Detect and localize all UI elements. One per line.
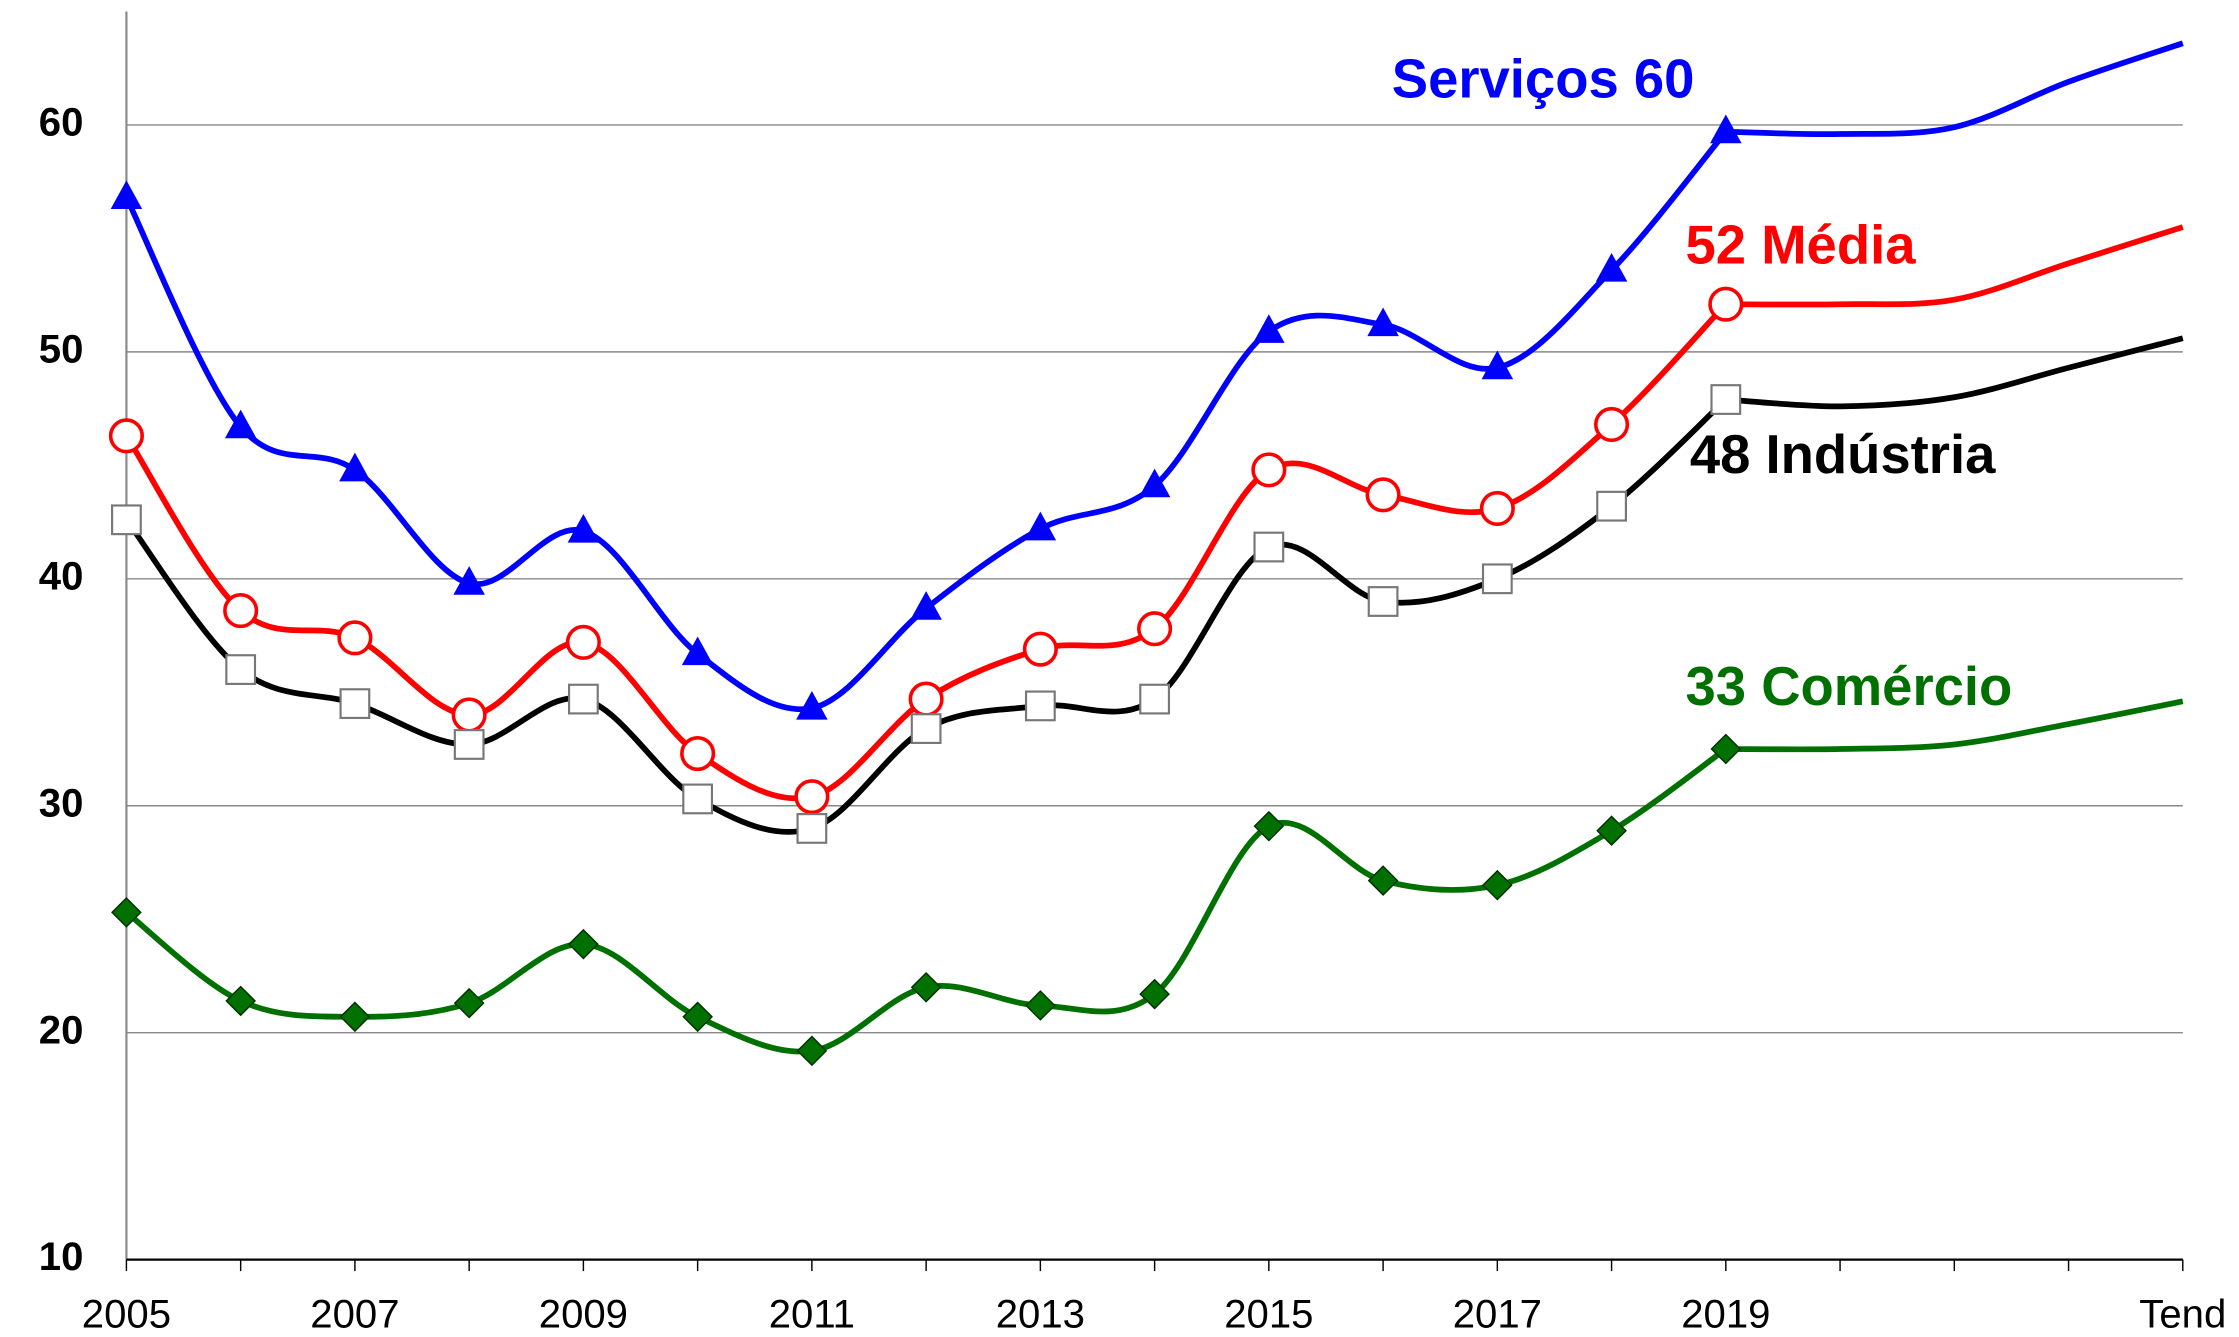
marker (453, 987, 485, 1019)
marker (1596, 815, 1627, 847)
annotation: 48 Indústria (1690, 424, 1996, 485)
y-tick-label: 60 (39, 100, 84, 145)
series-line (1725, 224, 2184, 308)
marker (339, 452, 371, 482)
marker (910, 713, 942, 744)
marker (681, 636, 714, 666)
y-tick-label: 30 (39, 780, 84, 825)
marker (1367, 865, 1399, 896)
y-tick-label: 50 (39, 326, 84, 371)
marker (1253, 810, 1285, 842)
marker (908, 681, 944, 717)
marker (568, 928, 599, 960)
y-tick-label: 20 (39, 1007, 84, 1052)
marker (1481, 563, 1513, 595)
annotation: 52 Média (1686, 215, 1917, 276)
marker (111, 897, 142, 928)
marker (682, 783, 714, 815)
annotation: Serviços 60 (1392, 49, 1695, 110)
marker (453, 729, 485, 760)
marker (225, 654, 257, 685)
marker (451, 697, 487, 733)
marker (1481, 869, 1513, 901)
x-tick-label: 2011 (769, 1292, 855, 1337)
x-tick-label: 2007 (310, 1292, 399, 1337)
x-tick-label: 2005 (82, 1292, 171, 1337)
marker (1479, 490, 1515, 527)
marker (1595, 252, 1628, 282)
marker (796, 1035, 828, 1067)
x-tick-label: 2013 (996, 1292, 1085, 1337)
marker (1481, 350, 1514, 380)
marker (111, 504, 142, 536)
marker (223, 593, 259, 629)
series-line (1725, 698, 2184, 753)
marker (680, 735, 716, 772)
marker (1137, 611, 1173, 647)
y-tick-label: 40 (39, 553, 84, 598)
marker (682, 1001, 713, 1033)
y-tick-label: 10 (39, 1234, 84, 1279)
marker (1025, 990, 1056, 1021)
x-tick-label: 2009 (539, 1292, 628, 1337)
marker (1251, 452, 1287, 488)
marker (224, 409, 257, 439)
marker (1139, 683, 1171, 715)
marker (567, 513, 600, 543)
marker (910, 971, 942, 1003)
marker (110, 180, 143, 210)
marker (339, 688, 371, 720)
marker (1253, 314, 1285, 343)
marker (1710, 733, 1742, 765)
marker (1024, 511, 1057, 541)
marker (1367, 307, 1399, 337)
marker (1139, 978, 1170, 1010)
marker (1710, 384, 1742, 415)
marker (1708, 286, 1744, 322)
marker (1253, 531, 1285, 563)
marker (1367, 586, 1399, 617)
x-tick-label: Tend (2139, 1292, 2226, 1337)
x-tick-label: 2019 (1681, 1292, 1770, 1337)
marker (1138, 468, 1171, 498)
marker (910, 591, 942, 620)
marker (567, 683, 599, 715)
marker (1022, 631, 1058, 667)
series-line (123, 129, 1729, 713)
x-tick-label: 2017 (1453, 1292, 1542, 1337)
series-line (1725, 40, 2184, 138)
series-line (124, 746, 1728, 1055)
marker (796, 813, 828, 844)
marker (1594, 406, 1630, 443)
marker (1710, 114, 1742, 144)
marker (453, 566, 485, 595)
marker (1024, 690, 1056, 722)
marker (337, 620, 373, 656)
marker (1596, 490, 1627, 522)
marker (1365, 477, 1401, 513)
x-tick-label: 2015 (1224, 1292, 1313, 1337)
series-line (1725, 335, 2184, 410)
marker (796, 690, 828, 720)
marker (565, 624, 601, 660)
marker (339, 1001, 371, 1033)
annotation: 33 Comércio (1686, 656, 2013, 717)
marker (108, 418, 144, 454)
marker (225, 985, 257, 1017)
marker (794, 779, 830, 815)
